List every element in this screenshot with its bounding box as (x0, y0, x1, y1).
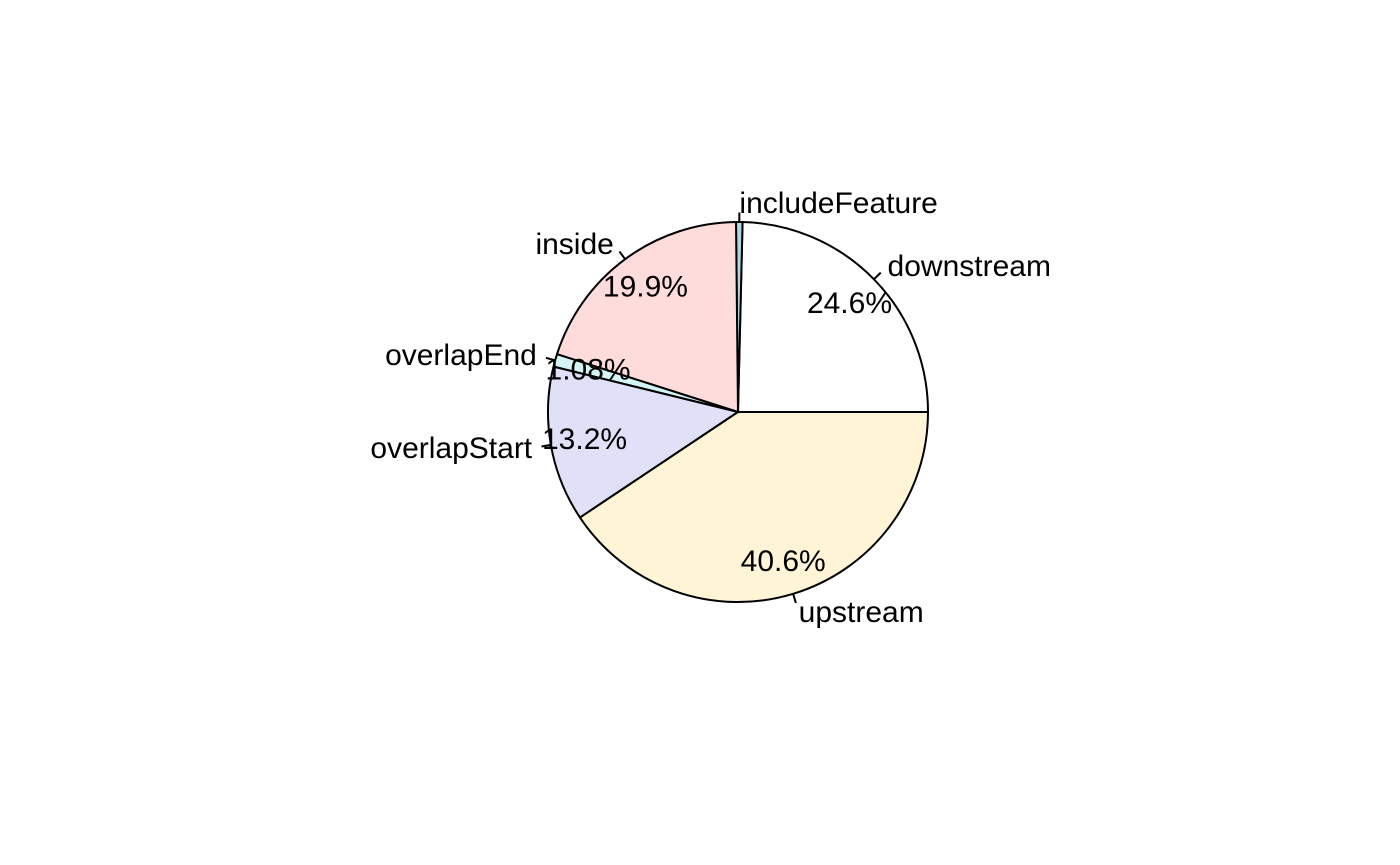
leader-line-upstream (792, 593, 797, 604)
leader-line-inside (618, 250, 626, 260)
slice-label-overlapEnd: overlapEnd (385, 339, 537, 372)
slice-labels: downstream includeFeature inside overlapEnd… (370, 187, 1051, 629)
slice-label-inside: inside (535, 228, 613, 261)
percent-label-overlapStart: 13.2% (542, 423, 627, 456)
percent-label-inside: 19.9% (603, 271, 688, 304)
leader-line-overlapEnd (545, 356, 556, 362)
slice-label-overlapStart: overlapStart (370, 432, 532, 465)
slice-label-upstream: upstream (799, 596, 924, 629)
pie-slice-downstream (737, 221, 929, 413)
leader-line-downstream (873, 271, 882, 280)
pie-slice-inside (556, 221, 739, 413)
percent-label-downstream: 24.6% (807, 287, 892, 320)
percent-label-upstream: 40.6% (741, 545, 826, 578)
pie-slice-upstream (578, 411, 929, 603)
leader-lines (541, 212, 882, 604)
slice-label-includeFeature: includeFeature (739, 187, 937, 220)
leader-line-overlapStart (541, 443, 552, 448)
slice-label-downstream: downstream (888, 250, 1051, 283)
pie-slices (547, 221, 929, 603)
percent-labels: 24.6% 19.9% 1.08% 13.2% 40.6% (542, 271, 892, 578)
percent-label-overlapEnd: 1.08% (546, 354, 631, 387)
pie-slice-overlapStart (547, 365, 739, 519)
